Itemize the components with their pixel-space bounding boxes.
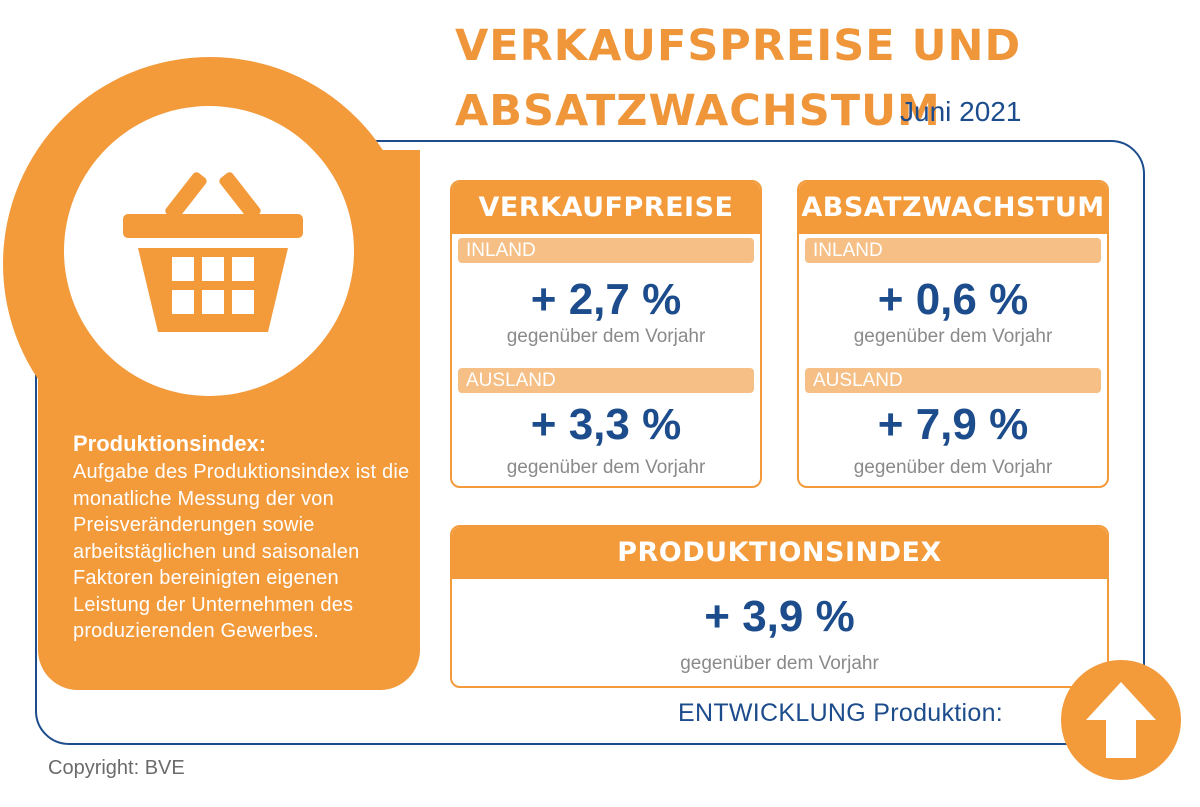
inland-value: + 0,6 % [877, 275, 1029, 324]
inland-note: gegenüber dem Vorjahr [506, 326, 706, 347]
ausland-label: AUSLAND [805, 368, 1101, 393]
produktion-value: + 3,9 % [704, 592, 855, 641]
produktion-note: gegenüber dem Vorjahr [680, 653, 879, 674]
card-produktionsindex: PRODUKTIONSINDEX + 3,9 % gegenüber dem V… [450, 525, 1109, 688]
card-absatzwachstum: ABSATZWACHSTUM INLAND + 0,6 % gegenüber … [797, 180, 1109, 488]
outer-frame [35, 140, 1145, 745]
inland-label: INLAND [458, 238, 754, 263]
inland-label: INLAND [805, 238, 1101, 263]
title-line-2: ABSATZWACHSTUM [455, 86, 941, 136]
subtitle-date: Juni 2021 [900, 96, 1022, 127]
ausland-note: gegenüber dem Vorjahr [506, 457, 706, 478]
info-heading: Produktionsindex: [73, 431, 267, 456]
inland-value: + 2,7 % [530, 275, 682, 324]
arrow-up-icon [1086, 682, 1156, 758]
card-verkaufpreise: VERKAUFPREISE INLAND + 2,7 % gegenüber d… [450, 180, 762, 488]
title-line-1: VERKAUFSPREISE UND [455, 21, 1022, 71]
ausland-label: AUSLAND [458, 368, 754, 393]
shopping-basket-icon [123, 172, 303, 332]
copyright: Copyright: BVE [48, 757, 185, 779]
ausland-note: gegenüber dem Vorjahr [853, 457, 1053, 478]
entwicklung-label: ENTWICKLUNG Produktion: [678, 699, 1004, 727]
inland-note: gegenüber dem Vorjahr [853, 326, 1053, 347]
ausland-value: + 3,3 % [530, 400, 682, 449]
card-title: PRODUKTIONSINDEX [452, 527, 1107, 579]
ausland-value: + 7,9 % [877, 400, 1029, 449]
card-title: ABSATZWACHSTUM [799, 182, 1107, 234]
card-title: VERKAUFPREISE [452, 182, 760, 234]
trend-indicator [1061, 660, 1181, 780]
info-text: Aufgabe des Produktionsindex ist die mon… [73, 461, 410, 642]
